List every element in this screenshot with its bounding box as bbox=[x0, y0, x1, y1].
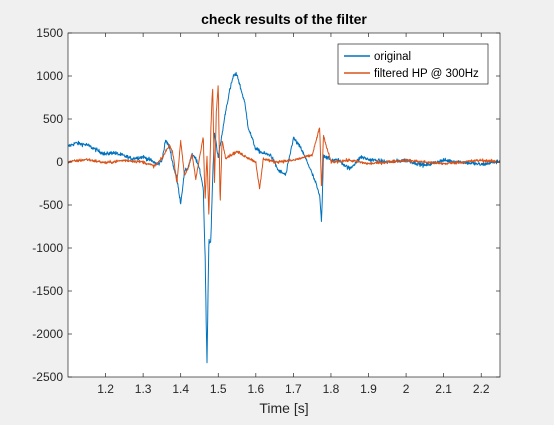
x-tick-label: 2.2 bbox=[473, 382, 490, 396]
x-tick-label: 1.2 bbox=[97, 382, 114, 396]
x-tick-label: 1.9 bbox=[360, 382, 377, 396]
plot-area bbox=[68, 33, 500, 377]
x-tick-label: 1.7 bbox=[285, 382, 302, 396]
legend-label-original: original bbox=[374, 51, 411, 63]
y-tick-label: 1500 bbox=[36, 26, 63, 40]
y-tick-label: 500 bbox=[43, 112, 63, 126]
axes-layer: 1.2 1.3 1.4 1.5 1.6 1.7 1.8 1.9 2 2.1 2.2 -2500 -200… bbox=[32, 26, 501, 396]
x-axis-label: Time [s] bbox=[259, 400, 308, 416]
y-tick-label: -500 bbox=[39, 198, 63, 212]
series-line-1 bbox=[68, 85, 500, 215]
y-tick-label: -1500 bbox=[32, 284, 63, 298]
legend-label-filtered: filtered HP @ 300Hz bbox=[374, 68, 479, 80]
x-tick-label: 1.4 bbox=[172, 382, 189, 396]
y-tick-label: -1000 bbox=[32, 241, 63, 255]
x-tick-label: 1.5 bbox=[210, 382, 227, 396]
x-tick-label: 2.1 bbox=[435, 382, 452, 396]
legend: original filtered HP @ 300Hz bbox=[337, 43, 489, 85]
series-layer bbox=[68, 71, 500, 364]
x-tick-label: 1.3 bbox=[135, 382, 152, 396]
x-tick-label: 1.8 bbox=[323, 382, 340, 396]
y-tick-label: 0 bbox=[56, 155, 63, 169]
legend-box bbox=[337, 43, 489, 85]
chart-title: check results of the filter bbox=[201, 11, 367, 27]
y-tick-label: -2500 bbox=[32, 370, 63, 384]
x-tick-label: 1.6 bbox=[247, 382, 264, 396]
y-tick-label: -2000 bbox=[32, 327, 63, 341]
y-tick-label: 1000 bbox=[36, 69, 63, 83]
x-tick-label: 2 bbox=[403, 382, 410, 396]
